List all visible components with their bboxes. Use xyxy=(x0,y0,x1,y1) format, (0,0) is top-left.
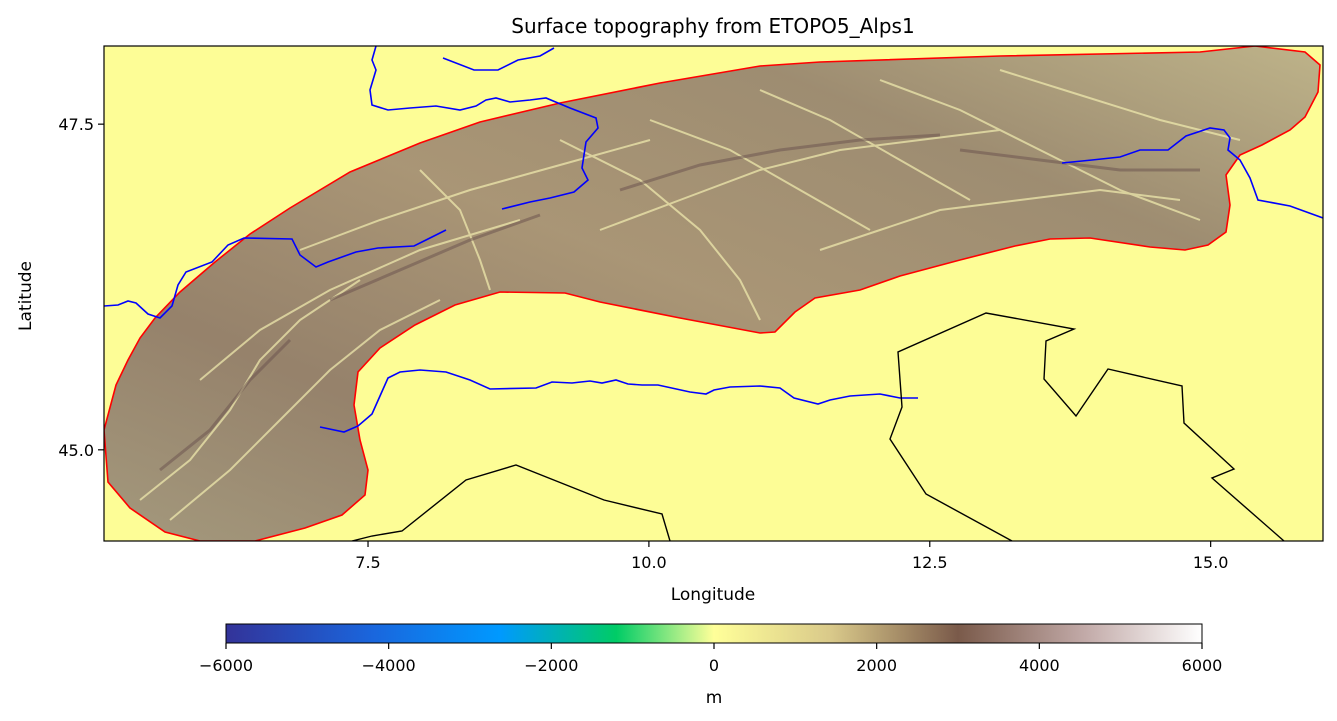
colorbar-tick-label: −6000 xyxy=(199,656,253,675)
river-rhine-upper xyxy=(369,46,599,210)
country-borders xyxy=(351,312,1285,541)
border-ligurian xyxy=(351,464,671,541)
river-inn xyxy=(1061,127,1323,219)
colorbar-gradient xyxy=(225,623,1203,644)
y-axis-ticks: 45.0 47.5 xyxy=(58,115,104,460)
colorbar-label: m xyxy=(706,688,723,708)
x-axis-ticks: 7.5 10.0 12.5 15.0 xyxy=(355,541,1228,572)
colorbar-tick-label: 0 xyxy=(709,656,719,675)
colorbar-tick-label: 4000 xyxy=(1019,656,1060,675)
y-axis-label: Latitude xyxy=(16,261,36,331)
colorbar-tick-label: 2000 xyxy=(856,656,897,675)
colorbar-tick-label: −2000 xyxy=(524,656,578,675)
rivers xyxy=(104,46,1323,433)
x-tick-label: 12.5 xyxy=(912,553,948,572)
x-tick-label: 15.0 xyxy=(1193,553,1229,572)
x-axis-label: Longitude xyxy=(671,585,756,605)
colorbar-tick-label: −4000 xyxy=(362,656,416,675)
terrain-dark-peaks xyxy=(159,133,1200,472)
x-tick-label: 7.5 xyxy=(355,553,380,572)
domain-outline xyxy=(104,46,1321,541)
map-axes: 7.5 10.0 12.5 15.0 45.0 47.5 Longitude Latit… xyxy=(16,45,1324,605)
colorbar-tick-label: 6000 xyxy=(1182,656,1223,675)
x-tick-label: 10.0 xyxy=(631,553,667,572)
alps-terrain xyxy=(104,46,1320,541)
colorbar: −6000 −4000 −2000 0 2000 4000 6000 m xyxy=(199,623,1222,708)
river-danube xyxy=(442,47,555,71)
y-tick-label: 47.5 xyxy=(58,115,94,134)
colorbar-ticks: −6000 −4000 −2000 0 2000 4000 6000 xyxy=(199,643,1222,675)
y-tick-label: 45.0 xyxy=(58,441,94,460)
river-po xyxy=(319,369,918,433)
map-frame xyxy=(103,45,1324,542)
river-rhine xyxy=(104,229,447,319)
map-title: Surface topography from ETOPO5_Alps1 xyxy=(511,14,914,38)
border-adriatic xyxy=(889,312,1285,541)
